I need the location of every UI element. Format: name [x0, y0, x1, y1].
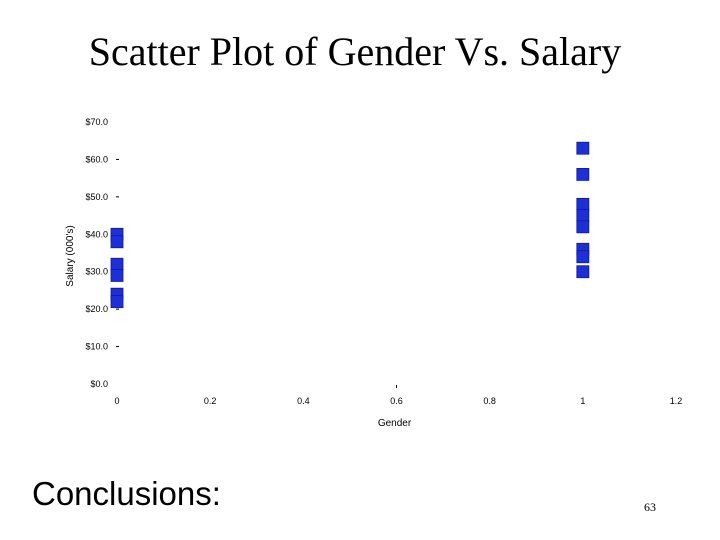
x-tick-labels: 0 0.2 0.4 0.6 0.8 1 1.2: [114, 385, 682, 406]
x-tick-label: 0.4: [297, 396, 310, 406]
x-tick-label: 0: [114, 396, 119, 406]
slide-title: Scatter Plot of Gender Vs. Salary: [88, 29, 622, 74]
data-point: [576, 167, 590, 181]
y-tick-label: $50.0: [85, 192, 108, 202]
x-tick-label: 1: [580, 396, 585, 406]
y-tick-marks: [116, 158, 119, 348]
data-point: [576, 265, 590, 279]
data-point: [576, 197, 590, 211]
data-point: [576, 141, 590, 155]
y-tick-labels: $0.0 $10.0 $20.0 $30.0 $40.0 $50.0 $60.0 $70.0: [85, 117, 108, 389]
x-tick-label: 0.6: [390, 396, 403, 406]
data-points: [110, 141, 590, 309]
y-tick-label: $70.0: [85, 117, 108, 127]
y-tick-label: $30.0: [85, 267, 108, 277]
x-tick-label: 0.2: [204, 396, 217, 406]
data-point: [576, 220, 590, 234]
x-tick-label: 0.8: [483, 396, 496, 406]
data-point: [576, 209, 590, 222]
y-tick-label: $0.0: [90, 379, 108, 389]
data-point: [576, 250, 590, 264]
data-point: [110, 269, 124, 282]
conclusions-label: Conclusions:: [32, 475, 221, 512]
y-axis-label: Salary (000's): [65, 225, 76, 286]
y-tick-label: $10.0: [85, 342, 108, 352]
data-point: [110, 235, 124, 249]
y-tick-label: $20.0: [85, 304, 108, 314]
y-tick-label: $60.0: [85, 154, 108, 164]
page-number: 63: [644, 500, 656, 514]
data-point: [110, 257, 124, 271]
x-tick-label: 1.2: [670, 396, 683, 406]
y-tick-label: $40.0: [85, 229, 108, 239]
data-point: [110, 295, 124, 309]
x-axis-label: Gender: [378, 418, 412, 429]
